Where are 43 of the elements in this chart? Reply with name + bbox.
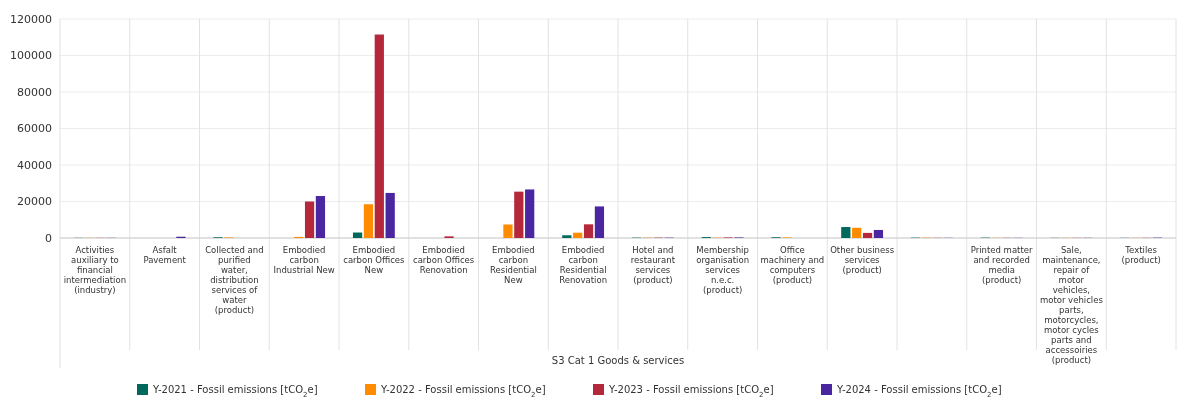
y-tick-label: 20000 bbox=[17, 195, 52, 209]
bar bbox=[583, 224, 594, 238]
bar bbox=[873, 229, 884, 238]
bar bbox=[841, 227, 851, 238]
x-tick-label: Other business services (product) bbox=[830, 245, 895, 275]
legend-label: Y-2022 - Fossil emissions [tCO$_{2}$e] bbox=[380, 384, 546, 399]
x-tick-label: Collected and purified water, distribution services of water (product) bbox=[205, 245, 264, 315]
bar bbox=[385, 192, 395, 238]
y-tick-label: 100000 bbox=[10, 49, 52, 63]
y-tick-label: 0 bbox=[45, 231, 52, 245]
category-label: Sale, maintenance, repair of motor vehicles, motor vehicles parts, motorcycles, motor cycles parts and accessoiries (product) bbox=[1039, 245, 1103, 365]
bar bbox=[525, 189, 535, 238]
x-tick-label: Hotel and restaurant services (product) bbox=[630, 245, 676, 285]
bar bbox=[862, 232, 873, 238]
bar bbox=[573, 232, 583, 238]
bar bbox=[503, 224, 513, 238]
x-tick-label: Office machinery and computers (product) bbox=[760, 245, 825, 285]
y-tick-label: 80000 bbox=[17, 85, 52, 99]
bar bbox=[562, 235, 572, 238]
x-tick-label: Printed matter and recorded media (product) bbox=[970, 245, 1034, 285]
legend-label: Y-2021 - Fossil emissions [tCO$_{2}$e] bbox=[152, 384, 318, 399]
bar bbox=[852, 227, 862, 238]
y-tick-label: 60000 bbox=[17, 122, 52, 136]
x-tick-label: Membership organisation services n.e.c. (product) bbox=[696, 245, 750, 295]
legend-label: Y-2024 - Fossil emissions [tCO$_{2}$e] bbox=[836, 384, 1002, 399]
x-tick-label: Embodied carbon Offices Renovation bbox=[412, 245, 475, 275]
x-tick-label: Asfalt Pavement bbox=[143, 245, 187, 265]
y-tick-label: 120000 bbox=[10, 12, 52, 26]
legend-label: Y-2023 - Fossil emissions [tCO$_{2}$e] bbox=[608, 384, 774, 399]
bar bbox=[363, 204, 374, 238]
x-axis-title: S3 Cat 1 Goods & services bbox=[551, 355, 685, 366]
x-tick-label: Embodied carbon Offices New bbox=[343, 245, 406, 275]
x-tick-label: Embodied carbon Residential New bbox=[489, 245, 537, 285]
y-tick-label: 40000 bbox=[17, 158, 52, 172]
bar bbox=[315, 196, 326, 238]
bar bbox=[514, 191, 524, 238]
x-tick-label: Embodied carbon Industrial New bbox=[273, 245, 335, 275]
x-tick-label: Embodied carbon Residential Renovation bbox=[559, 245, 608, 285]
x-tick-label: Activities auxiliary to financial intermediation (industry) bbox=[63, 245, 127, 295]
bar bbox=[594, 206, 605, 238]
bar bbox=[374, 34, 384, 238]
bar bbox=[304, 201, 315, 238]
x-tick-label: Textiles (product) bbox=[1121, 245, 1161, 265]
